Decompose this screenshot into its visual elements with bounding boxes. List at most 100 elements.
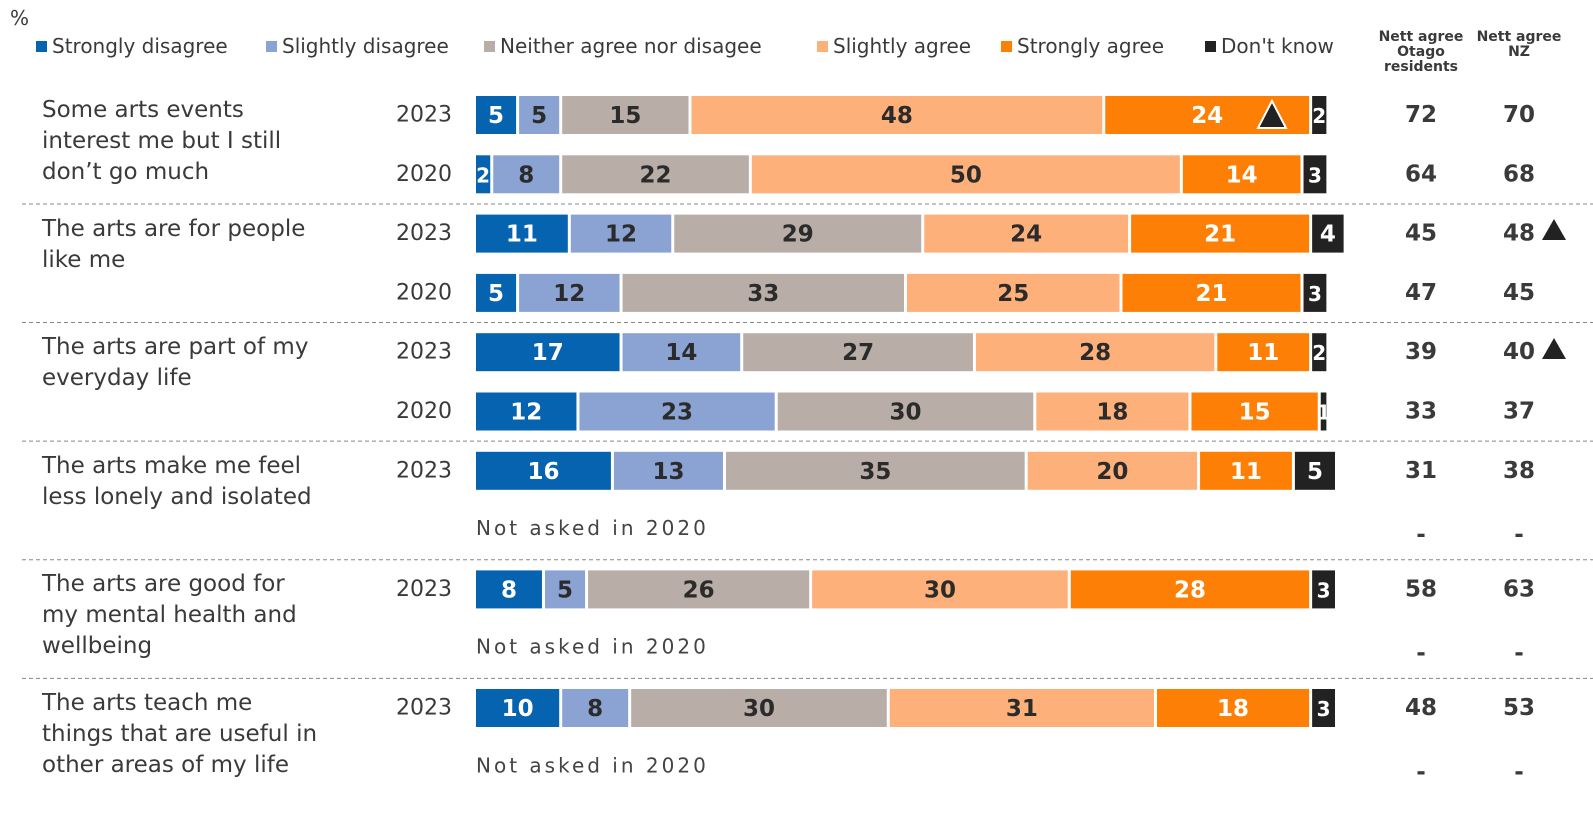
year-label: 2023 bbox=[396, 696, 452, 721]
segment-label: 24 bbox=[1010, 222, 1042, 248]
year-label: 2020 bbox=[396, 399, 452, 424]
bar-segment bbox=[1156, 689, 1310, 727]
nett-value: - bbox=[1514, 641, 1524, 667]
bar-segment bbox=[1217, 333, 1310, 372]
bar-segment bbox=[476, 392, 577, 431]
segment-label: 48 bbox=[881, 103, 913, 129]
nett-value: 33 bbox=[1405, 399, 1437, 425]
bar-segment bbox=[1312, 214, 1344, 253]
segment-label: 18 bbox=[1096, 400, 1128, 426]
bar-segment bbox=[622, 273, 904, 312]
bar-segment bbox=[1036, 392, 1189, 431]
bar-segment bbox=[1122, 273, 1301, 312]
legend-swatch bbox=[484, 40, 495, 52]
nett-value: 58 bbox=[1405, 576, 1437, 602]
legend-label: Slightly agree bbox=[833, 34, 972, 58]
year-label: 2020 bbox=[396, 280, 452, 305]
bar-segment bbox=[751, 155, 1180, 194]
segment-label: 8 bbox=[501, 577, 517, 603]
nett-value: 53 bbox=[1503, 695, 1535, 721]
nett-value: 48 bbox=[1405, 695, 1437, 721]
segment-label: 11 bbox=[1230, 459, 1262, 485]
segment-label: 27 bbox=[842, 340, 874, 366]
segment-label: 11 bbox=[506, 222, 538, 248]
segment-label: 1 bbox=[1317, 401, 1331, 425]
legend-swatch bbox=[817, 40, 828, 52]
bar-segment bbox=[476, 155, 491, 194]
bar-segment bbox=[1027, 451, 1198, 490]
nett-value: 70 bbox=[1503, 102, 1535, 128]
segment-label: 14 bbox=[1226, 162, 1258, 188]
bar-segment bbox=[1303, 273, 1327, 312]
not-asked-note: Not asked in 2020 bbox=[476, 516, 709, 540]
bar-segment bbox=[1131, 214, 1310, 253]
bar-segment bbox=[1303, 155, 1327, 194]
segment-label: 30 bbox=[743, 696, 775, 722]
segment-label: 50 bbox=[950, 162, 982, 188]
bar-segment bbox=[975, 333, 1215, 372]
bar-segment bbox=[1070, 570, 1310, 609]
segment-label: 5 bbox=[531, 103, 547, 129]
segment-label: 20 bbox=[1096, 459, 1128, 485]
legend-label: Neither agree nor disagee bbox=[500, 34, 762, 58]
segment-label: 28 bbox=[1079, 340, 1111, 366]
nett-value: 39 bbox=[1405, 339, 1437, 365]
nett-value: - bbox=[1416, 641, 1426, 667]
segment-label: 18 bbox=[1217, 696, 1249, 722]
bar-segment bbox=[691, 96, 1103, 134]
segment-label: 5 bbox=[488, 103, 504, 129]
segment-label: 21 bbox=[1204, 222, 1236, 248]
bar-segment bbox=[1312, 689, 1335, 727]
segment-label: 11 bbox=[1247, 340, 1279, 366]
bar-segment bbox=[907, 273, 1120, 312]
bar-segment bbox=[1200, 451, 1292, 490]
bar-segment bbox=[544, 570, 586, 609]
bar-segment bbox=[476, 689, 560, 727]
segment-label: 15 bbox=[1239, 400, 1271, 426]
segment-label: 8 bbox=[587, 696, 603, 722]
segment-label: 5 bbox=[1307, 459, 1323, 485]
year-label: 2023 bbox=[396, 103, 452, 128]
bar-segment bbox=[476, 214, 568, 253]
statement-label: Some arts events interest me but I still… bbox=[42, 97, 282, 185]
segment-label: 17 bbox=[532, 340, 564, 366]
segment-label: 28 bbox=[1174, 577, 1206, 603]
legend-item: Strongly agree bbox=[1001, 34, 1164, 58]
segment-label: 29 bbox=[782, 222, 814, 248]
nett-value: - bbox=[1416, 522, 1426, 548]
legend-swatch bbox=[1205, 40, 1216, 52]
statement-label: The arts are for people like me bbox=[42, 215, 306, 273]
segment-label: 2 bbox=[476, 163, 490, 187]
bar-segment bbox=[588, 570, 810, 609]
legend-swatch bbox=[36, 40, 47, 52]
bar-segment bbox=[519, 273, 620, 312]
bar-segment bbox=[889, 689, 1154, 727]
column-header: Nett agree NZ bbox=[1476, 29, 1562, 60]
bar-segment bbox=[812, 570, 1068, 609]
segment-label: 13 bbox=[652, 459, 684, 485]
legend-swatch bbox=[1001, 40, 1012, 52]
nett-value: - bbox=[1514, 759, 1524, 785]
legend-label: Strongly disagree bbox=[52, 34, 228, 58]
statement-label: The arts make me feel less lonely and is… bbox=[42, 452, 312, 510]
segment-label: 5 bbox=[557, 577, 573, 603]
nett-value: 31 bbox=[1405, 458, 1437, 484]
bar-segment bbox=[1182, 155, 1301, 194]
nett-value: 37 bbox=[1503, 399, 1535, 425]
column-header: Nett agree Otago residents bbox=[1378, 29, 1464, 75]
segment-label: 30 bbox=[889, 400, 921, 426]
bar-segment bbox=[1320, 392, 1327, 431]
legend-label: Don't know bbox=[1221, 34, 1334, 58]
segment-label: 12 bbox=[553, 281, 585, 307]
legend-item: Don't know bbox=[1205, 34, 1334, 58]
segment-label: 25 bbox=[997, 281, 1029, 307]
bar-segment bbox=[1312, 96, 1327, 134]
segment-label: 3 bbox=[1317, 578, 1331, 602]
bar-segment bbox=[613, 451, 723, 490]
bar-segment bbox=[777, 392, 1034, 431]
segment-label: 2 bbox=[1312, 104, 1326, 128]
segment-label: 8 bbox=[518, 162, 534, 188]
not-asked-note: Not asked in 2020 bbox=[476, 753, 709, 777]
